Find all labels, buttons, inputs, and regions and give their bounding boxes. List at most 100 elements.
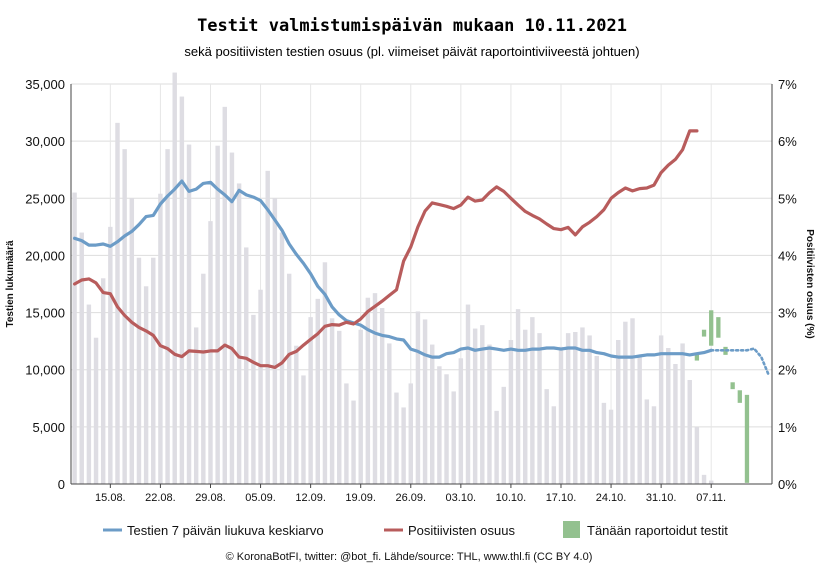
legend: Testien 7 päivän liukuva keskiarvo Posit… [103, 521, 728, 538]
bar [358, 329, 363, 484]
bar [601, 402, 607, 484]
bar [451, 391, 456, 484]
bar [630, 318, 635, 484]
y-tick-right: 1% [778, 420, 797, 435]
bar [565, 333, 571, 484]
bar [408, 383, 413, 484]
bar [158, 193, 163, 484]
bar [530, 317, 535, 484]
y-tick-left: 15,000 [25, 306, 65, 321]
bar [523, 329, 528, 484]
bar [680, 343, 685, 484]
bar [594, 356, 599, 484]
bar [666, 348, 671, 484]
bar [573, 332, 578, 484]
today-bars [694, 310, 750, 483]
y-tick-right: 3% [778, 306, 797, 321]
bar [172, 72, 177, 485]
bar [100, 278, 106, 484]
series-lines [72, 129, 770, 376]
y-tick-right: 5% [778, 191, 797, 206]
bar [687, 380, 692, 484]
bar [251, 314, 256, 484]
bar [129, 198, 135, 485]
bar [394, 392, 399, 484]
y-tick-left: 10,000 [25, 363, 65, 378]
series-line-dotted-tail [709, 347, 770, 376]
bar [193, 327, 199, 484]
bar [351, 400, 356, 484]
x-tick-label: 22.08. [145, 492, 176, 504]
bar [186, 144, 192, 485]
y-tick-right: 0% [778, 477, 797, 492]
bar [244, 247, 249, 484]
bar [544, 389, 549, 484]
bar [344, 383, 349, 484]
bar [673, 364, 678, 484]
bar [401, 407, 406, 484]
bar [279, 232, 285, 484]
y-tick-right: 4% [778, 248, 797, 263]
bar [179, 96, 185, 485]
bar [236, 183, 242, 484]
bar [580, 327, 585, 484]
bar [329, 318, 335, 484]
x-tick-label: 05.09. [245, 492, 276, 504]
series-line-positive-share [72, 129, 699, 369]
bar [379, 308, 385, 484]
bar [644, 399, 650, 484]
bar [201, 273, 206, 484]
bar [215, 145, 220, 484]
bar [372, 293, 378, 484]
legend-label-positive-share: Positiivisten osuus [408, 523, 515, 538]
legend-swatch-today [563, 521, 580, 538]
bar [365, 297, 371, 484]
bar [487, 344, 492, 484]
bar [115, 122, 120, 484]
bar [615, 340, 621, 484]
x-tick-label: 03.10. [446, 492, 477, 504]
x-tick-label: 29.08. [195, 492, 226, 504]
bar [494, 410, 499, 484]
bar [515, 309, 521, 484]
y-tick-right: 6% [778, 134, 797, 149]
bar [701, 474, 707, 484]
bar [322, 262, 328, 484]
y-tick-left: 20,000 [25, 248, 65, 263]
bar [258, 289, 263, 484]
x-tick-label: 17.10. [546, 492, 577, 504]
y-tick-left: 0 [58, 477, 65, 492]
x-tick-label: 10.10. [496, 492, 527, 504]
bars [72, 72, 714, 485]
bar [480, 325, 485, 484]
bar [308, 317, 313, 484]
bar [623, 321, 628, 484]
bar [86, 304, 92, 484]
bar [208, 221, 213, 484]
bar [551, 406, 557, 484]
credit: © KoronaBotFI, twitter: @bot_fi. Lähde/s… [226, 551, 593, 563]
x-tick-label: 15.08. [95, 492, 126, 504]
bar [465, 304, 471, 484]
bar [651, 406, 657, 484]
legend-label-moving-average: Testien 7 päivän liukuva keskiarvo [127, 523, 324, 538]
bar [337, 330, 342, 484]
bar [501, 386, 506, 484]
y-tick-left: 25,000 [25, 191, 65, 206]
y-tick-left: 5,000 [32, 420, 65, 435]
y-tick-right: 7% [778, 77, 797, 92]
bar [301, 375, 306, 484]
x-tick-label: 24.10. [596, 492, 627, 504]
today-bar [701, 329, 707, 337]
bar [708, 480, 714, 484]
bar [387, 343, 392, 484]
bar [165, 149, 170, 484]
bar [151, 257, 156, 484]
y-axis-right-label: Positiivisten osuus (%) [804, 229, 815, 338]
bar [79, 232, 84, 484]
bar [265, 170, 270, 484]
bar [108, 226, 113, 484]
bar [136, 257, 142, 484]
bar [272, 198, 278, 485]
